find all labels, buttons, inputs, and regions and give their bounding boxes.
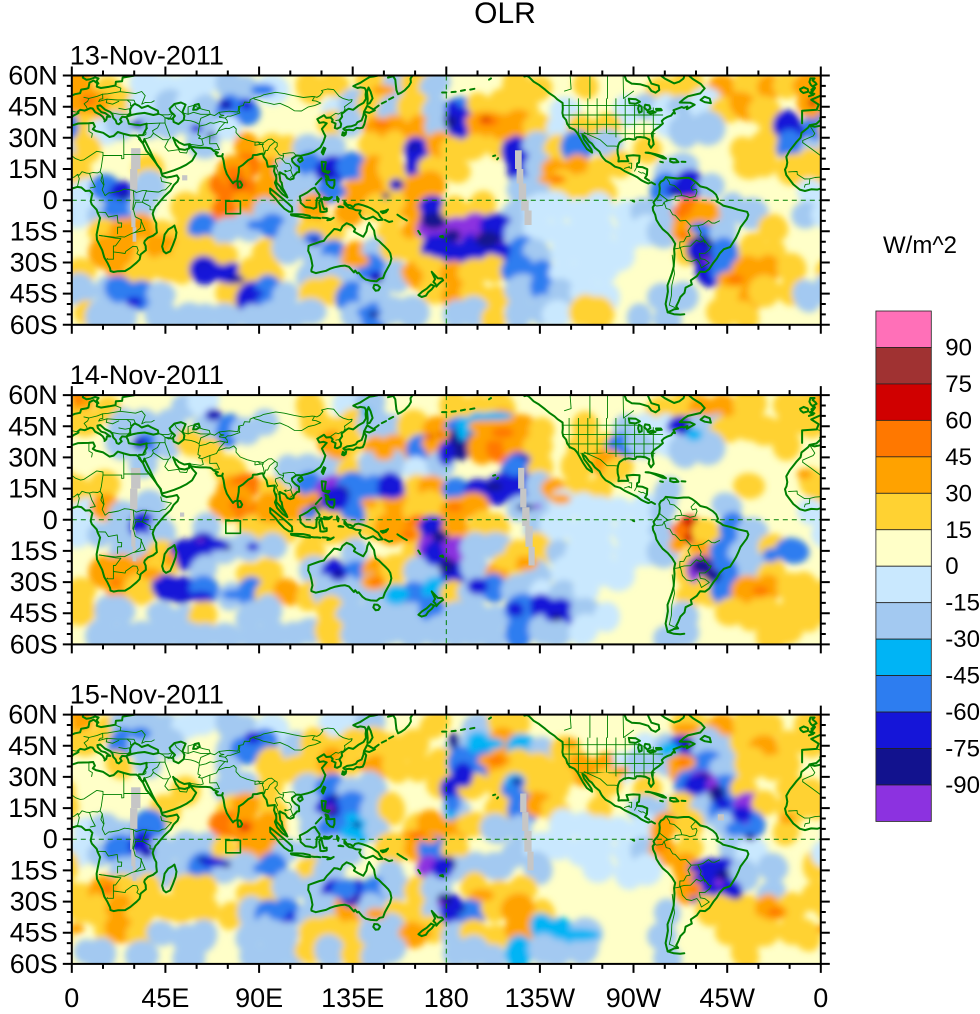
svg-text:0: 0 (43, 185, 58, 215)
svg-text:30N: 30N (8, 442, 58, 472)
svg-text:90: 90 (945, 335, 972, 362)
svg-text:45S: 45S (10, 598, 58, 628)
svg-text:60: 60 (945, 407, 972, 434)
svg-text:-15: -15 (945, 590, 980, 617)
svg-text:-75: -75 (945, 736, 980, 763)
svg-text:13-Nov-2011: 13-Nov-2011 (70, 41, 224, 71)
svg-text:45E: 45E (141, 983, 189, 1013)
svg-text:45: 45 (945, 444, 972, 471)
svg-text:60N: 60N (8, 700, 58, 730)
svg-text:30N: 30N (8, 123, 58, 153)
svg-text:-60: -60 (945, 699, 980, 726)
svg-text:45S: 45S (10, 918, 58, 948)
svg-text:30S: 30S (10, 887, 58, 917)
svg-text:135E: 135E (321, 983, 384, 1013)
svg-text:180: 180 (424, 983, 469, 1013)
svg-text:-90: -90 (945, 772, 980, 799)
svg-text:15S: 15S (10, 855, 58, 885)
svg-text:45N: 45N (8, 92, 58, 122)
svg-text:60S: 60S (10, 629, 58, 659)
svg-text:15-Nov-2011: 15-Nov-2011 (70, 680, 224, 710)
svg-text:90E: 90E (235, 983, 283, 1013)
svg-text:30S: 30S (10, 567, 58, 597)
svg-text:45N: 45N (8, 411, 58, 441)
svg-text:45N: 45N (8, 731, 58, 761)
svg-text:30N: 30N (8, 762, 58, 792)
svg-text:90W: 90W (606, 983, 662, 1013)
svg-text:45S: 45S (10, 279, 58, 309)
svg-text:0: 0 (43, 505, 58, 535)
svg-text:15N: 15N (8, 793, 58, 823)
svg-text:0: 0 (43, 824, 58, 854)
svg-text:75: 75 (945, 371, 972, 398)
svg-text:15S: 15S (10, 216, 58, 246)
svg-text:135W: 135W (505, 983, 576, 1013)
svg-text:30: 30 (945, 480, 972, 507)
svg-text:OLR: OLR (474, 0, 536, 30)
svg-text:60N: 60N (8, 61, 58, 91)
svg-text:0: 0 (64, 983, 79, 1013)
svg-text:15: 15 (945, 517, 972, 544)
svg-text:0: 0 (813, 983, 828, 1013)
svg-text:60S: 60S (10, 949, 58, 979)
svg-text:W/m^2: W/m^2 (883, 232, 957, 259)
svg-text:30S: 30S (10, 248, 58, 278)
svg-text:45W: 45W (699, 983, 755, 1013)
svg-text:60S: 60S (10, 310, 58, 340)
svg-text:15N: 15N (8, 474, 58, 504)
svg-text:15S: 15S (10, 536, 58, 566)
svg-text:-30: -30 (945, 626, 980, 653)
svg-text:60N: 60N (8, 380, 58, 410)
svg-text:14-Nov-2011: 14-Nov-2011 (70, 360, 224, 390)
svg-text:0: 0 (945, 553, 958, 580)
svg-text:-45: -45 (945, 663, 980, 690)
svg-text:15N: 15N (8, 154, 58, 184)
